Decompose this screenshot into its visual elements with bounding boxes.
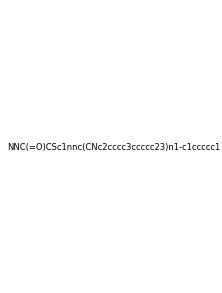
Text: NNC(=O)CSc1nnc(CNc2cccc3ccccc23)n1-c1ccccc1: NNC(=O)CSc1nnc(CNc2cccc3ccccc23)n1-c1ccc… xyxy=(7,144,220,152)
